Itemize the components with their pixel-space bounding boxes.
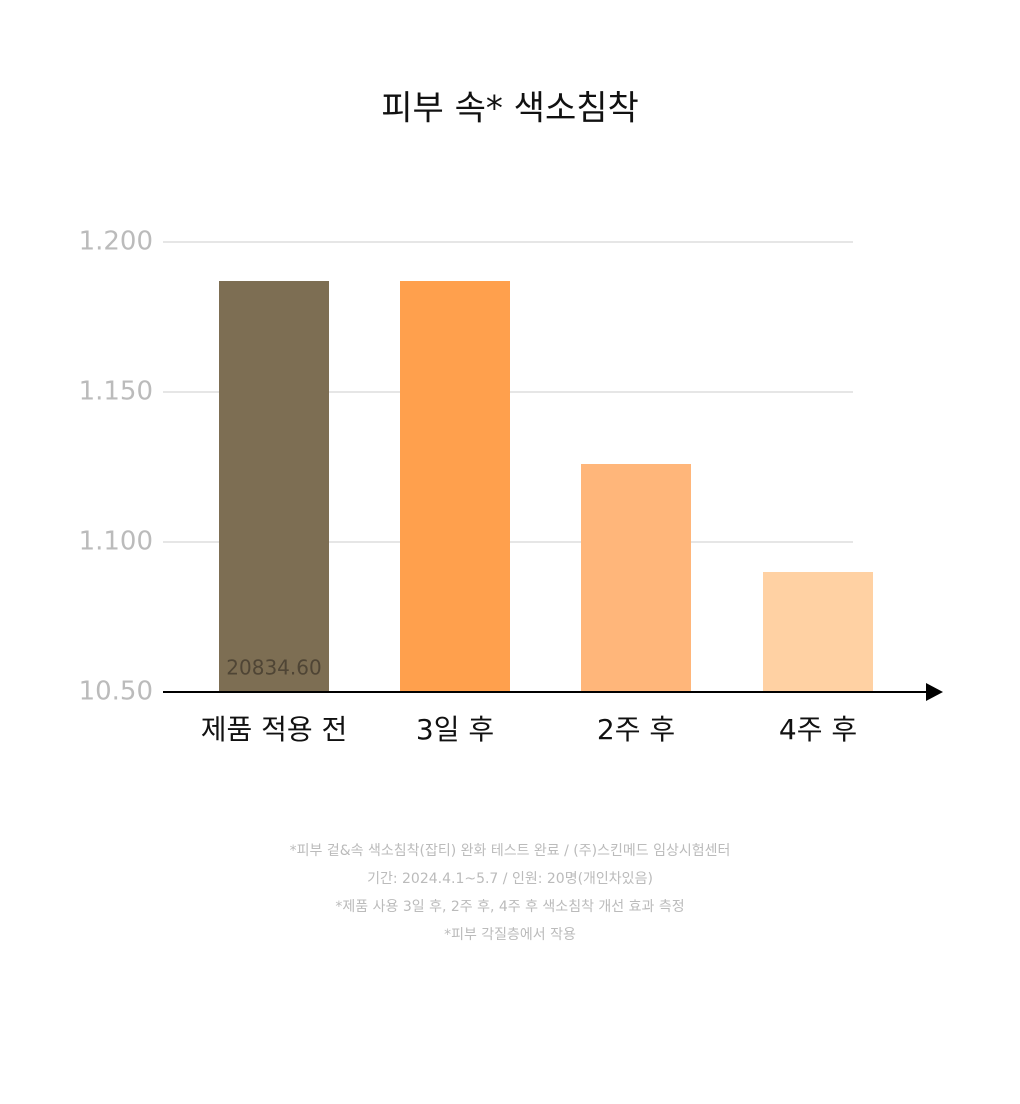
x-tick-label: 4주 후 (779, 713, 857, 746)
annotation: 20834.60 (226, 656, 321, 680)
footnote: *피부 각질층에서 작용 (444, 927, 576, 943)
x-tick-label: 2주 후 (597, 713, 675, 746)
y-tick-label: 10.50 (79, 677, 153, 707)
axis-arrow (926, 683, 943, 701)
bar (400, 281, 510, 692)
y-tick-label: 1.100 (79, 527, 153, 557)
chart-title: 피부 속* 색소침착 (381, 89, 639, 129)
bar (763, 572, 873, 692)
y-tick-label: 1.200 (79, 227, 153, 257)
x-tick-label: 3일 후 (416, 713, 494, 746)
y-tick-label: 1.150 (79, 377, 153, 407)
footnote: *피부 겉&속 색소침착(잡티) 완화 테스트 완료 / (주)스킨메드 임상시… (290, 843, 731, 859)
footnote: 기간: 2024.4.1~5.7 / 인원: 20명(개인차있음) (367, 871, 653, 887)
footnote: *제품 사용 3일 후, 2주 후, 4주 후 색소침착 개선 효과 측정 (335, 899, 684, 915)
bar (581, 464, 691, 692)
x-tick-label: 제품 적용 전 (201, 713, 348, 746)
bar (219, 281, 329, 692)
